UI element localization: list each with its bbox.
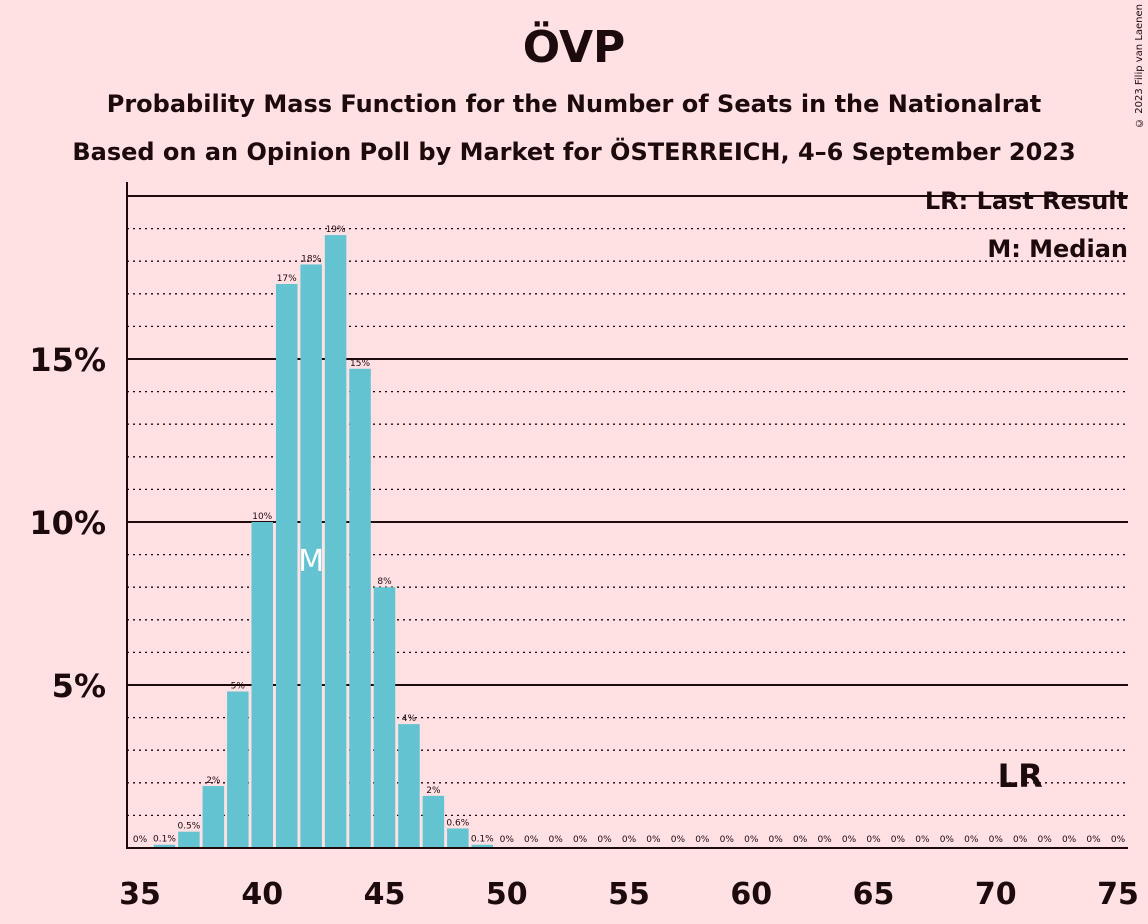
data-label: 8% — [377, 577, 392, 587]
axes — [126, 182, 1128, 849]
data-label: 0.1% — [153, 835, 176, 845]
data-label: 0% — [915, 835, 930, 845]
last-result-marker: LR — [998, 757, 1043, 795]
data-label: 15% — [350, 359, 370, 369]
data-label: 2% — [206, 776, 221, 786]
data-labels: 0% 0.1%0.5%2%5%10%17%18%19%15%8%4%2%0.6%0… — [133, 225, 1126, 845]
data-label: 0% — [793, 835, 808, 845]
x-tick-label: 75 — [1097, 877, 1139, 912]
data-label: 0% — [866, 835, 881, 845]
x-tick-label: 50 — [486, 877, 528, 912]
bar-seat-44 — [349, 368, 371, 848]
data-label: 0% — [1038, 835, 1053, 845]
bars — [153, 235, 494, 849]
y-tick-label: 5% — [52, 667, 106, 705]
data-label: 0% — [1086, 835, 1101, 845]
bar-seat-48 — [447, 828, 469, 848]
data-label: 0% — [695, 835, 710, 845]
bar-seat-49 — [471, 844, 494, 848]
data-label: 0% — [769, 835, 784, 845]
data-label: 0% — [964, 835, 979, 845]
data-label: 0% — [622, 835, 637, 845]
x-tick-label: 70 — [975, 877, 1017, 912]
bar-seat-37 — [178, 831, 200, 848]
data-label: 0% — [524, 835, 539, 845]
data-label: 0.1% — [471, 835, 494, 845]
x-tick-label: 35 — [119, 877, 161, 912]
tick-labels: 35 40 45 50 55 60 65 70 75 5% 10% 15% — [29, 341, 1138, 912]
data-label: 18% — [301, 254, 321, 264]
data-label: 0% — [549, 835, 564, 845]
median-marker: M — [298, 544, 324, 579]
data-label: 0.6% — [446, 818, 469, 828]
y-tick-label: 15% — [29, 341, 106, 379]
bar-seat-39 — [227, 691, 249, 848]
data-label: 19% — [326, 225, 346, 235]
data-label: 4% — [402, 714, 417, 724]
data-label: 0% — [1013, 835, 1028, 845]
data-label: 0% — [817, 835, 832, 845]
bar-seat-36 — [153, 844, 176, 848]
data-label: 0% — [1062, 835, 1077, 845]
x-tick-label: 55 — [608, 877, 650, 912]
chart-title: ÖVP — [522, 22, 626, 73]
data-label: 0.5% — [177, 822, 200, 832]
data-label: 0% — [671, 835, 686, 845]
x-tick-label: 65 — [853, 877, 895, 912]
data-label: 0% — [1111, 835, 1126, 845]
data-label: 0% — [500, 835, 515, 845]
bar-seat-47 — [422, 795, 445, 848]
bar-seat-38 — [202, 786, 225, 848]
data-label: 0% — [989, 835, 1004, 845]
bar-seat-45 — [373, 587, 396, 848]
data-label: 0% — [720, 835, 735, 845]
x-tick-label: 45 — [364, 877, 406, 912]
data-label: 17% — [277, 274, 297, 284]
chart-subtitle-1: Probability Mass Function for the Number… — [106, 90, 1042, 118]
data-label: 0% — [646, 835, 661, 845]
bar-seat-46 — [398, 724, 420, 848]
y-tick-label: 10% — [29, 504, 106, 542]
bar-seat-41 — [275, 284, 298, 848]
data-label: 0% — [940, 835, 955, 845]
chart-subtitle-2: Based on an Opinion Poll by Market for Ö… — [72, 138, 1076, 166]
data-label: 10% — [252, 512, 272, 522]
data-label: 0% — [842, 835, 857, 845]
data-label: 0% — [891, 835, 906, 845]
data-label: 0% — [133, 835, 148, 845]
data-label: 2% — [426, 786, 441, 796]
x-tick-label: 60 — [730, 877, 772, 912]
bar-seat-43 — [324, 235, 347, 848]
legend-median: M: Median — [987, 235, 1128, 263]
bar-seat-40 — [251, 522, 273, 848]
legend-last-result: LR: Last Result — [925, 187, 1128, 215]
data-label: 0% — [744, 835, 759, 845]
x-tick-label: 40 — [241, 877, 283, 912]
data-label: 0% — [573, 835, 588, 845]
data-label: 5% — [231, 682, 246, 692]
bar-seat-42 — [300, 264, 322, 849]
data-label: 0% — [597, 835, 612, 845]
